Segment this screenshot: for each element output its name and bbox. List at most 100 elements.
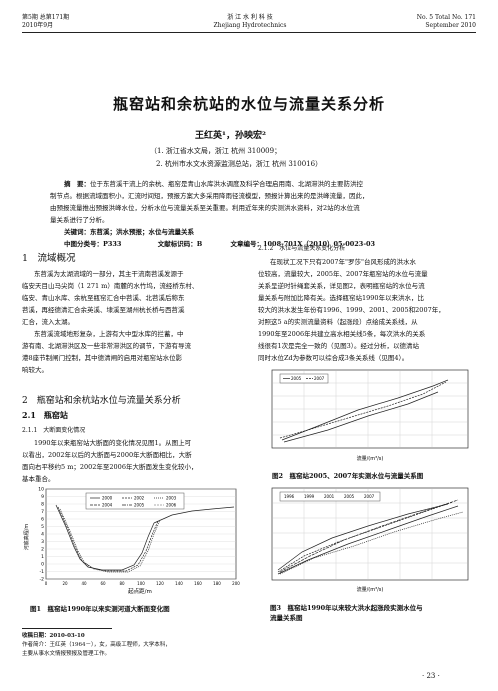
abstract-label: 摘 要：: [64, 180, 90, 188]
paragraph-line: 临安天目山马尖岗（1 271 m）南麓的水竹坞，流经桥东村、: [22, 282, 199, 290]
fig1-grid: [46, 488, 236, 580]
fig1-y-tick: 1: [41, 554, 44, 560]
abstract: 摘 要：位于东苕溪干流上的余杭、瓶窑是青山水库洪水调度及科学合理启用南、北湖滞洪…: [50, 178, 455, 250]
paragraph-line: 同时水位Zd为参数可以综合成3条关系线（见图4）。: [258, 354, 409, 362]
section-2-1-2-title: 2.1.2 水位与流量关系变化分析: [258, 245, 346, 252]
fig1-x-tick: 140: [175, 581, 183, 586]
figure-3-caption-line-2: 流量关系图: [270, 614, 303, 622]
header-journal: 浙 江 水 利 科 技 Zhejiang Hydrotechnics: [200, 14, 300, 30]
fig3-frame: [271, 487, 469, 581]
paragraph-line: 量关系与附加比降有关。选择瓶窑站1990年以来洪水，比: [258, 294, 425, 302]
paragraph-line: 在现状工况下只有2007年"罗莎"台风形成的洪水水: [270, 258, 417, 266]
page-number: · 23 ·: [422, 672, 440, 680]
abstract-line: 量关系进行了分析。: [50, 216, 109, 224]
fig1-legend-label: 2005: [134, 503, 145, 508]
paragraph-line: 以看出，2002年以后的大断面与2000年大断面相比，大断: [22, 451, 192, 459]
fig1-x-tick: 80: [119, 581, 125, 586]
fig3-curves: [277, 499, 464, 575]
journal-en: Zhejiang Hydrotechnics: [213, 22, 287, 29]
fig1-y-tick: -2: [40, 577, 45, 583]
affiliation-1: （1. 浙江省水文局，浙江 杭州 310009；: [150, 147, 282, 155]
fig1-y-tick: 6: [41, 517, 44, 523]
fig1-legend-label: 2006: [166, 503, 177, 508]
keywords: 关键词：东苕溪；洪水预报；水位与流量关系: [64, 228, 194, 236]
paragraph-line: 东苕溪流域地形复杂，上游有大中型水库的拦蓄，中: [34, 330, 184, 338]
fig1-curve-2002: [57, 506, 159, 572]
fig1-x-tick: 20: [62, 581, 68, 586]
paragraph-line: 基本重合。: [22, 475, 55, 483]
fig1-legend-label: 2000: [102, 496, 113, 501]
date-cn: 2010年9月: [22, 22, 54, 29]
paragraph-line: 苕溪，再经德清汇合余英溪、埭溪至湖州杭长桥与西苕溪: [22, 306, 185, 314]
section-2-1-title: 2.1 瓶窑站: [22, 410, 68, 420]
figure-3-chart: 1996 1999 2001 2005 2007 流量/(m³/s): [271, 487, 469, 593]
paragraph-line: 游有南、北湖滞洪区及一些非常滞洪区的调节，下游有导流: [22, 342, 191, 350]
fig2-curve-fall: [283, 391, 439, 443]
fig3-legend: 1996 1999 2001 2005 2007: [279, 491, 381, 502]
paragraph-line: 面向右平移约5 m；2002年至2006年大断面发生变化较小，: [22, 463, 198, 471]
paragraph-line: 对照这5 a的实测流量资料（起涨段）点绘成关系线，从: [258, 318, 418, 326]
issue-en: No. 5 Total No. 171: [416, 14, 476, 21]
paragraph-line: 位较高，流量较大，2005年、2007年瓶窑站的水位与流量: [258, 270, 428, 278]
fig1-x-tick: 180: [213, 581, 221, 586]
fig1-y-tick: 8: [41, 502, 44, 508]
issue-cn: 第5期 总第171期: [22, 14, 70, 21]
header-rule: [22, 32, 476, 33]
paragraph-line: 港8座节制闸门控制，其中德清闸的启用对瓶窑站水位影: [22, 354, 183, 362]
fig1-x-tick: 160: [194, 581, 202, 586]
fig1-y-label: 河底高程/m: [23, 524, 30, 551]
fig1-y-tick: 9: [41, 494, 44, 500]
doc-code: 文献标识码：B: [157, 240, 203, 248]
footnote-rule: [22, 628, 112, 629]
fig3-curve-1996: [277, 505, 459, 575]
fig3-legend-1996: 1996: [284, 494, 295, 499]
section-2-title: 2 瓶窑站和余杭站水位与流量关系分析: [22, 396, 181, 406]
figure-3-caption: 图3 瓶窑站1990年以来较大洪水起涨段实测水位与 流量关系图: [270, 602, 423, 622]
fig3-curve-2007: [279, 499, 459, 573]
header-issue: 第5期 总第171期 2010年9月: [22, 14, 69, 30]
fig2-curve-2007: [279, 381, 447, 439]
fig1-x-tick: 100: [137, 581, 145, 586]
fig2-legend: 2005 2007: [279, 373, 329, 384]
paragraph-line: 线很有1次是完全一致的（见图3）。经过分析，以德清站: [258, 342, 420, 350]
fig2-curves: [279, 379, 449, 443]
fig1-curve-bank: [153, 506, 235, 524]
article-no: 文章编号：1008-701X（2010）05-0023-03: [230, 240, 376, 248]
fig1-legend: 2000 2002 2003 2004 2005 2006: [85, 492, 185, 510]
fig2-legend-2005: 2005: [291, 376, 302, 381]
author-bio-2: 主要从事水文情报预报及管理工作。: [22, 651, 111, 657]
paragraph-line: 东苕溪为太湖流域的一部分，其主干流南苕溪发源于: [34, 270, 184, 278]
section-2-1-1-title: 2.1.1 大断面变化情况: [22, 427, 86, 434]
fig3-curve-2001: [279, 511, 464, 575]
fig1-curves: [55, 504, 235, 573]
fig1-x-tick: 40: [81, 581, 87, 586]
classification-row: 中图分类号：P333 文献标识码：B 文章编号：1008-701X（2010）0…: [50, 238, 455, 250]
affiliations: （1. 浙江省水文局，浙江 杭州 310009； 2. 杭州市水文水资源监测总站…: [150, 145, 322, 171]
fig1-y-tick: 7: [41, 509, 44, 515]
author-bio: 作者简介：王红英（1964－），女，高级工程师，大学本科，: [22, 642, 171, 648]
received-date: 收稿日期：2010-03-10: [22, 633, 85, 639]
fig1-x-tick: 0: [45, 581, 48, 586]
paragraph-line: 关系呈逆时针绳套关系，详见图2，表明瓶窑站的水位与流: [258, 282, 425, 290]
fig1-y-tick: 0: [41, 562, 44, 568]
section-2-1-1-body: 1990年以来瓶窑站大断面的变化情况见图1。从图上可 以看出，2002年以后的大…: [22, 437, 240, 485]
authors: 王红英¹，孙映宏²: [195, 131, 266, 141]
fig2-legend-2007: 2007: [314, 376, 325, 381]
article-title: 瓶窑站和余杭站的水位与流量关系分析: [112, 95, 385, 113]
fig1-y-tick: 5: [41, 524, 44, 530]
fig1-y-tick: 2: [41, 547, 44, 553]
header-issue-en: No. 5 Total No. 171 September 2010: [417, 14, 476, 30]
paragraph-line: 响较大。: [22, 366, 48, 374]
fig3-legend-2005: 2005: [344, 494, 355, 499]
fig2-curve-2005: [281, 379, 449, 441]
figure-2-chart: 2005 2007 流量/(m³/s): [271, 369, 469, 462]
fig1-x-tick: 200: [232, 581, 240, 586]
fig1-legend-label: 2004: [102, 503, 113, 508]
abstract-line: 由预报流量推出预报洪峰水位，分析水位与流量关系至关重要。利用近年来的实测洪水资料…: [50, 204, 360, 212]
fig1-y-tick: -1: [40, 569, 45, 575]
classification: 中图分类号：P333: [64, 240, 122, 248]
fig1-curve-2000: [55, 504, 155, 571]
fig3-x-label: 流量/(m³/s): [357, 586, 384, 593]
fig1-legend-label: 2003: [166, 496, 177, 501]
